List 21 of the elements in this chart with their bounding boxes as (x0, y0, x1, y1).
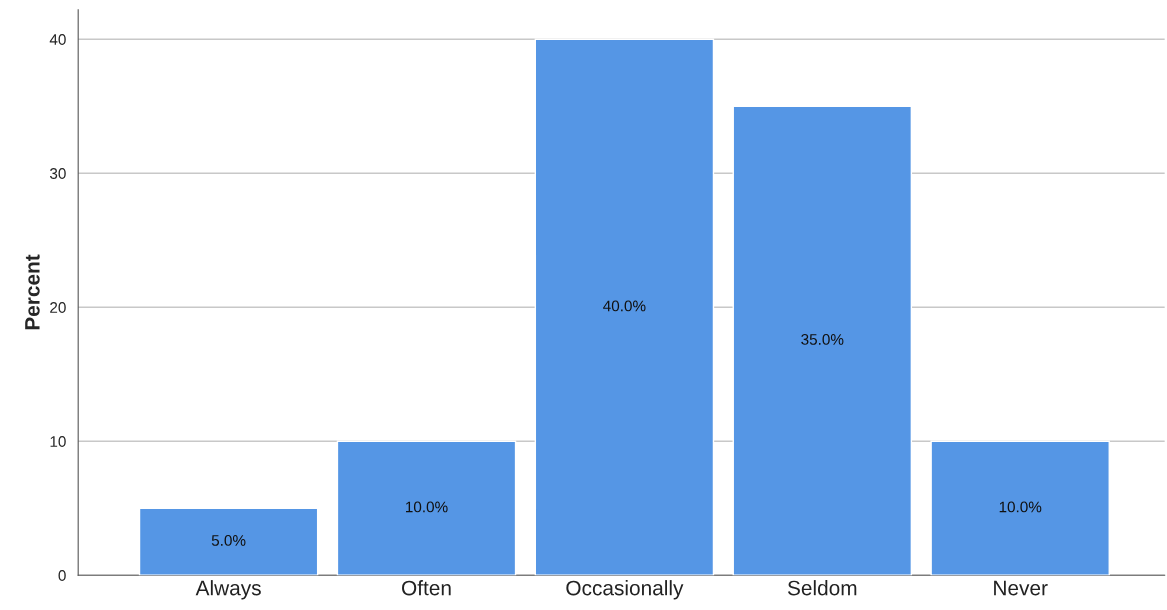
data-label: 10.0% (999, 501, 1042, 513)
bar (138, 507, 319, 576)
x-tick-label: Seldom (787, 580, 857, 596)
y-axis-title: Percent (25, 254, 40, 330)
bar (534, 38, 715, 576)
bar (732, 105, 913, 576)
data-label: 10.0% (406, 501, 448, 513)
x-tick-label: Always (195, 580, 261, 600)
bar (930, 440, 1110, 576)
data-label: 40.0% (603, 300, 646, 312)
y-tick-label: 10 (50, 436, 66, 447)
data-label: 35.0% (801, 334, 844, 345)
y-tick-label: 20 (50, 302, 66, 313)
x-tick-label: Never (994, 580, 1048, 596)
x-tick-label: Often (402, 580, 451, 596)
bar (336, 440, 517, 576)
y-tick-label: 0 (58, 570, 66, 581)
data-label: 5.0% (211, 535, 246, 546)
y-tick-label: 30 (49, 168, 66, 179)
x-tick-label: Occasionally (566, 580, 684, 600)
y-tick-label: 40 (49, 34, 66, 45)
